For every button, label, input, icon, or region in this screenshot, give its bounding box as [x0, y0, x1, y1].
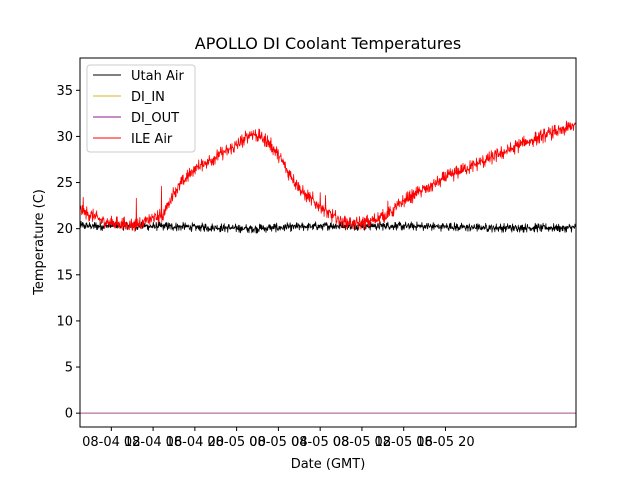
y-tick-label: 15 — [56, 268, 73, 283]
legend-box — [86, 64, 196, 153]
x-tick-label: 08-05 08 — [291, 435, 349, 450]
legend-label-di-out: DI_OUT — [131, 111, 179, 126]
y-tick-label: 10 — [56, 314, 73, 329]
x-axis-label: Date (GMT) — [291, 457, 366, 472]
legend: Utah Air DI_IN DI_OUT ILE Air — [86, 64, 196, 153]
y-tick-label: 30 — [56, 130, 73, 145]
legend-label-di-in: DI_IN — [131, 90, 165, 105]
x-tick-label: 08-05 12 — [333, 435, 391, 450]
x-tick-label: 08-04 12 — [82, 435, 140, 450]
x-tick-label: 08-05 16 — [374, 435, 432, 450]
plot-frame — [79, 57, 577, 428]
y-axis: 0 5 10 15 20 25 30 35 — [56, 84, 80, 422]
series-line-utah-air — [80, 220, 576, 234]
legend-label-utah-air: Utah Air — [131, 69, 184, 84]
series-line-ile-air — [80, 120, 576, 232]
x-tick-label: 08-05 00 — [207, 435, 265, 450]
chart-title: APOLLO DI Coolant Temperatures — [195, 34, 461, 53]
x-tick-label: 08-05 04 — [249, 435, 307, 450]
legend-label-ile-air: ILE Air — [131, 132, 173, 147]
y-tick-label: 5 — [65, 361, 73, 376]
series-layer — [80, 120, 576, 414]
y-tick-label: 25 — [56, 176, 73, 191]
x-tick-label: 08-04 16 — [124, 435, 182, 450]
y-tick-label: 0 — [65, 407, 73, 422]
y-axis-label: Temperature (C) — [32, 189, 47, 296]
x-tick-label: 08-05 20 — [416, 435, 474, 450]
x-tick-label: 08-04 20 — [166, 435, 224, 450]
y-tick-label: 35 — [56, 84, 73, 99]
y-tick-label: 20 — [56, 222, 73, 237]
